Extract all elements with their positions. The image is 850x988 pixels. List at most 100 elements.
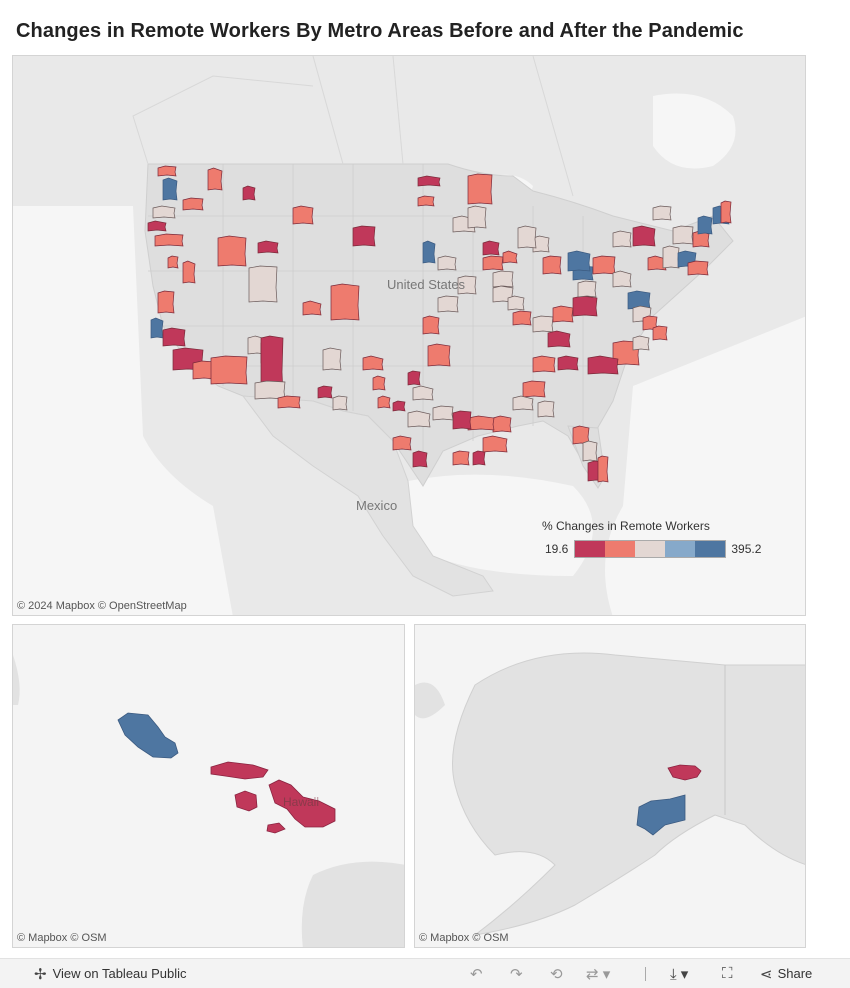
metro-area[interactable] (167, 255, 179, 269)
metro-area[interactable] (147, 220, 167, 232)
metro-area[interactable] (652, 325, 668, 341)
metro-area[interactable] (542, 255, 562, 275)
hawaii-map[interactable]: Hawaii © Mapbox © OSM (12, 624, 405, 948)
metro-area[interactable] (392, 435, 412, 451)
metro-area[interactable] (277, 395, 301, 409)
metro-area[interactable] (154, 233, 184, 247)
metro-area[interactable] (672, 225, 694, 245)
metro-area[interactable] (362, 355, 384, 371)
fairbanks-metro[interactable] (667, 764, 702, 781)
metro-area[interactable] (587, 355, 619, 375)
metro-area[interactable] (452, 410, 472, 430)
metro-area[interactable] (407, 410, 431, 428)
metro-area[interactable] (502, 250, 518, 264)
metro-area[interactable] (612, 230, 632, 248)
metro-area[interactable] (152, 205, 176, 219)
metro-area[interactable] (457, 275, 477, 295)
metro-area[interactable] (612, 270, 632, 288)
metro-area[interactable] (532, 235, 550, 253)
metro-area[interactable] (162, 177, 178, 201)
undo-button[interactable]: ↶ (470, 959, 483, 988)
oahu-metro[interactable] (117, 712, 179, 759)
continental-us-map[interactable]: United States Mexico % Changes in Remote… (12, 55, 806, 616)
metro-area[interactable] (162, 327, 186, 347)
metro-area[interactable] (532, 315, 554, 333)
metro-area[interactable] (412, 385, 434, 401)
metro-area[interactable] (422, 240, 436, 264)
metro-area[interactable] (248, 265, 278, 303)
metro-area[interactable] (582, 440, 598, 462)
metro-area[interactable] (557, 355, 579, 371)
metro-area[interactable] (422, 315, 440, 335)
metro-area[interactable] (242, 185, 256, 201)
metro-area[interactable] (627, 290, 651, 310)
metro-area[interactable] (577, 280, 597, 298)
metro-area[interactable] (210, 355, 248, 385)
metro-area[interactable] (512, 310, 532, 326)
metro-area[interactable] (697, 215, 713, 235)
revert-button[interactable]: ⟲ (550, 959, 563, 988)
metro-area[interactable] (452, 450, 470, 466)
metro-area[interactable] (254, 380, 286, 400)
lanai-metro[interactable] (234, 790, 258, 812)
metro-area[interactable] (522, 380, 546, 398)
refresh-button[interactable]: ⇄ ▾ (586, 959, 610, 988)
metro-area[interactable] (257, 240, 279, 254)
metro-area[interactable] (182, 260, 196, 284)
metro-area[interactable] (467, 205, 487, 229)
metro-area[interactable] (352, 225, 376, 247)
metro-area[interactable] (597, 455, 609, 483)
metro-area[interactable] (547, 330, 571, 348)
share-button[interactable]: ⋖ Share (760, 959, 812, 988)
view-on-tableau-link[interactable]: ✢ View on Tableau Public (34, 959, 187, 988)
maui-metro[interactable] (268, 779, 336, 828)
metro-area[interactable] (317, 385, 333, 399)
metro-area[interactable] (552, 305, 574, 323)
metro-area[interactable] (512, 395, 534, 411)
hawaii-attribution[interactable]: © Mapbox © OSM (17, 932, 107, 944)
fullscreen-button[interactable]: ⛶ (722, 959, 733, 988)
metro-area[interactable] (427, 343, 451, 367)
metro-area[interactable] (572, 295, 598, 317)
metro-area[interactable] (330, 283, 360, 321)
metro-area[interactable] (372, 375, 386, 391)
metro-area[interactable] (437, 255, 457, 271)
metro-area[interactable] (182, 197, 204, 211)
anchorage-metro[interactable] (636, 794, 686, 836)
metro-area[interactable] (537, 400, 555, 418)
molokai-metro[interactable] (210, 761, 269, 780)
metro-area[interactable] (482, 240, 500, 256)
alaska-attribution[interactable]: © Mapbox © OSM (419, 932, 509, 944)
metro-area[interactable] (517, 225, 537, 249)
metro-area[interactable] (632, 225, 656, 247)
metro-area[interactable] (532, 355, 556, 373)
metro-area[interactable] (407, 370, 421, 386)
metro-area[interactable] (467, 415, 495, 431)
metro-area[interactable] (472, 450, 486, 466)
metro-area[interactable] (417, 195, 435, 207)
metro-area[interactable] (720, 200, 732, 224)
metro-area[interactable] (332, 395, 348, 411)
download-button[interactable]: ⤓ ▾ (670, 959, 688, 988)
metro-area[interactable] (302, 300, 322, 316)
metro-area[interactable] (207, 167, 223, 191)
alaska-map[interactable]: © Mapbox © OSM (414, 624, 806, 948)
map-attribution[interactable]: © 2024 Mapbox © OpenStreetMap (17, 600, 187, 612)
metro-area[interactable] (687, 260, 709, 276)
metro-area[interactable] (567, 250, 591, 272)
kahoolawe-metro[interactable] (266, 822, 286, 834)
metro-area[interactable] (482, 255, 504, 271)
metro-area[interactable] (632, 335, 650, 351)
metro-area[interactable] (292, 205, 314, 225)
metro-area[interactable] (652, 205, 672, 221)
metro-area[interactable] (432, 405, 454, 421)
metro-area[interactable] (377, 395, 391, 409)
metro-area[interactable] (492, 270, 514, 288)
metro-area[interactable] (157, 290, 175, 314)
metro-area[interactable] (507, 295, 525, 311)
metro-area[interactable] (417, 175, 441, 187)
metro-area[interactable] (150, 317, 164, 339)
metro-area[interactable] (322, 347, 342, 371)
metro-area[interactable] (467, 173, 493, 205)
metro-area[interactable] (592, 255, 616, 275)
